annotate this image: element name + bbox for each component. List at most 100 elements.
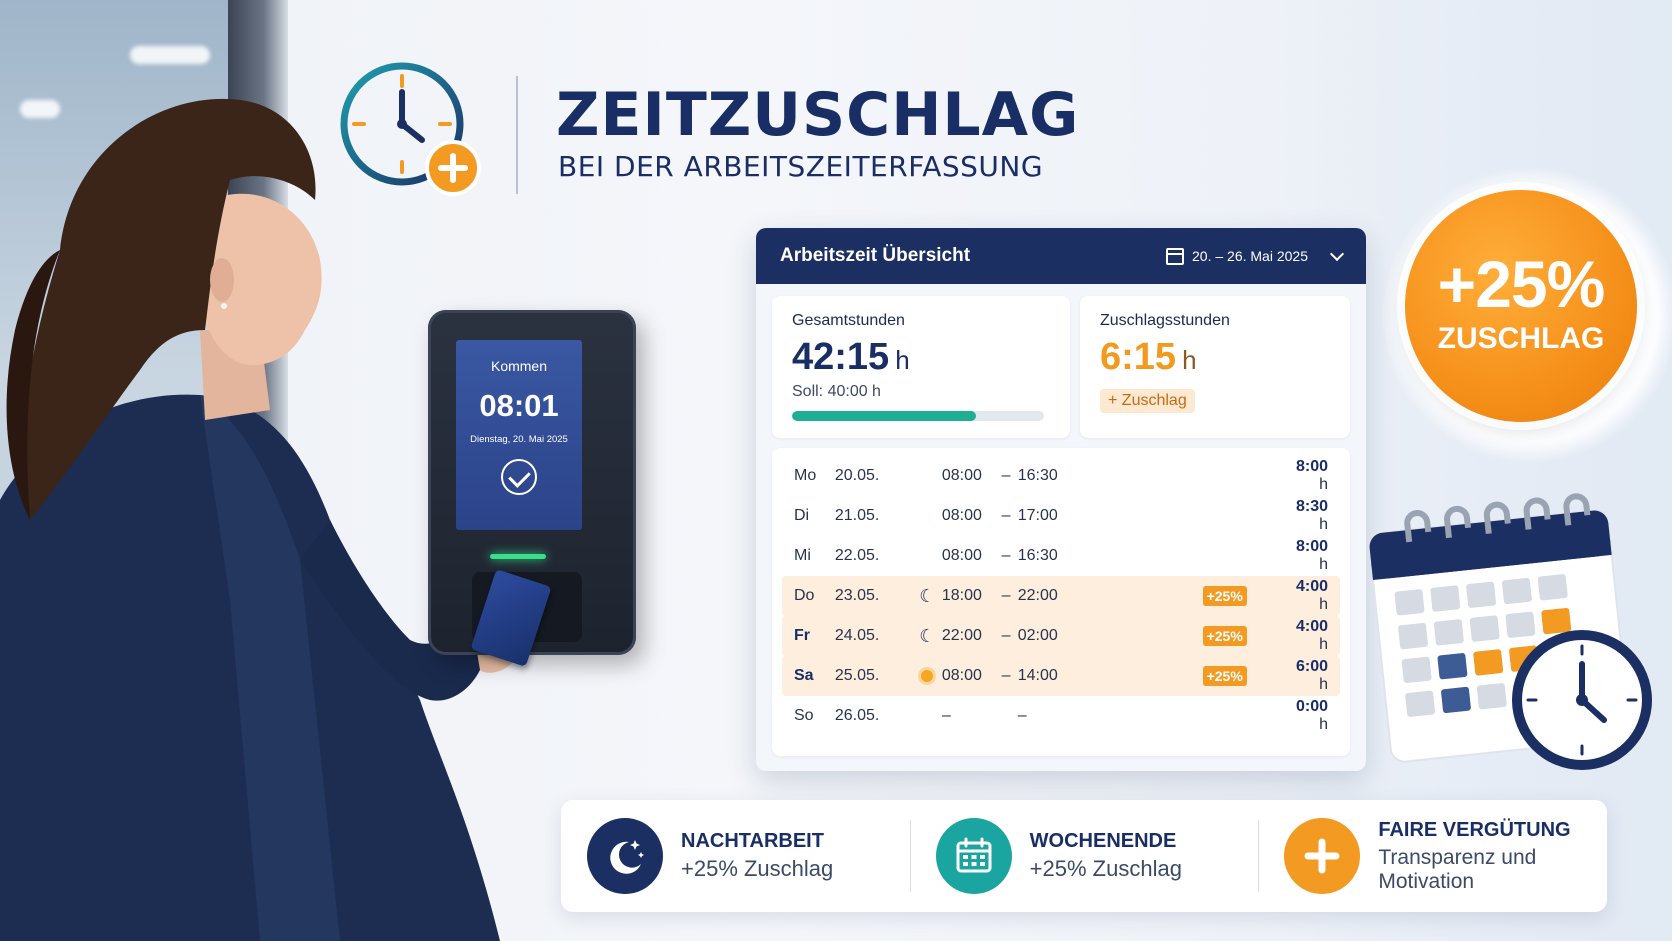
- day-duration-value: 6:00: [1295, 658, 1328, 675]
- clock-plus-icon: [340, 62, 481, 196]
- plus-icon: [1284, 818, 1361, 894]
- day-end-time: 16:30: [1017, 547, 1058, 564]
- day-date: 23.05.: [834, 587, 880, 604]
- day-weekday: Mo: [794, 467, 817, 484]
- day-end-time: –: [1017, 707, 1027, 724]
- feature-subtitle: +25% Zuschlag: [1029, 856, 1182, 882]
- surcharge-hours-card: Zuschlagsstunden 6:15 h + Zuschlag: [1080, 296, 1350, 438]
- ceiling-light: [20, 100, 60, 118]
- check-circle-icon: [501, 459, 537, 495]
- day-duration-unit: h: [1319, 596, 1328, 613]
- target-hours: Soll: 40:00 h: [792, 383, 881, 400]
- day-start-time: 08:00: [941, 467, 982, 484]
- surcharge-badge: +25% ZUSCHLAG: [1405, 190, 1637, 422]
- day-duration-unit: h: [1319, 516, 1328, 533]
- ceiling-light: [130, 46, 210, 64]
- surcharge-hours-unit: h: [1182, 345, 1197, 375]
- person-illustration: [0, 98, 527, 941]
- day-duration-value: 8:30: [1295, 498, 1328, 515]
- day-time-separator: –: [1001, 547, 1011, 564]
- feature-night-work: NACHTARBEIT +25% Zuschlag: [561, 800, 910, 912]
- day-duration-unit: h: [1319, 636, 1328, 653]
- day-duration-unit: h: [1319, 556, 1328, 573]
- day-weekday: Sa: [794, 667, 814, 684]
- day-start-time: 08:00: [941, 547, 982, 564]
- day-list: Mo 20.05. 08:00–16:30 8:00 h Di 21.05. 08:00–1…: [772, 448, 1350, 756]
- day-row[interactable]: Mo 20.05. 08:00 –16:30 8:00 h: [782, 456, 1340, 496]
- day-duration: 4:00 h: [1296, 578, 1328, 614]
- panel-title: Arbeitszeit Übersicht: [780, 245, 971, 266]
- day-badge-slot: +25%: [1202, 626, 1296, 646]
- feature-weekend: WOCHENENDE +25% Zuschlag: [909, 800, 1259, 912]
- day-start-time: 22:00: [941, 627, 982, 644]
- day-duration-unit: h: [1319, 476, 1328, 493]
- status-led: [490, 554, 546, 559]
- date-range-label: 20. – 26. Mai 2025: [1192, 248, 1308, 264]
- surcharge-badge-small: +25%: [1202, 586, 1247, 606]
- day-time-separator: –: [1001, 467, 1011, 484]
- terminal-date: Dienstag, 20. Mai 2025: [470, 434, 568, 445]
- day-icon-slot: [913, 670, 942, 682]
- page-subtitle: BEI DER ARBEITSZEITERFASSUNG: [558, 150, 1044, 183]
- day-duration: 8:00 h: [1296, 458, 1328, 494]
- panel-header: Arbeitszeit Übersicht 20. – 26. Mai 2025: [756, 228, 1366, 284]
- calendar-icon: [935, 818, 1012, 894]
- day-end-time: 17:00: [1017, 507, 1058, 524]
- day-time-separator: –: [1001, 507, 1011, 524]
- day-row[interactable]: So 26.05. – – 0:00 h: [782, 696, 1340, 736]
- work-time-overview-panel: Arbeitszeit Übersicht 20. – 26. Mai 2025…: [756, 228, 1366, 771]
- day-date: 22.05.: [834, 547, 880, 564]
- total-hours-card: Gesamtstunden 42:15 h Soll: 40:00 h: [772, 296, 1070, 438]
- day-duration-unit: h: [1319, 676, 1328, 693]
- day-row[interactable]: Mi 22.05. 08:00 –16:30 8:00 h: [782, 536, 1340, 576]
- terminal-status: Kommen: [490, 358, 548, 374]
- day-badge-slot: +25%: [1202, 586, 1296, 606]
- day-weekday: Fr: [794, 627, 810, 644]
- stats-row: Gesamtstunden 42:15 h Soll: 40:00 h Zusch…: [756, 284, 1366, 438]
- title-divider: [516, 76, 518, 194]
- day-duration: 8:30 h: [1296, 498, 1328, 534]
- day-row[interactable]: Di 21.05. 08:00 –17:00 8:30 h: [782, 496, 1340, 536]
- day-time-separator: –: [1001, 627, 1011, 644]
- surcharge-tag: + Zuschlag: [1100, 389, 1195, 413]
- date-range-picker[interactable]: 20. – 26. Mai 2025: [1166, 246, 1345, 265]
- hours-progress-bar: [792, 411, 1044, 421]
- day-duration: 4:00 h: [1296, 618, 1328, 654]
- day-weekday: Di: [794, 507, 810, 524]
- day-start-time: 18:00: [941, 587, 982, 604]
- feature-title: NACHTARBEIT: [681, 830, 824, 853]
- day-row[interactable]: Fr 24.05. ☾ 22:00 –02:00 +25% 4:00 h: [782, 616, 1340, 656]
- moon-icon: ☾: [919, 586, 936, 606]
- day-date: 26.05.: [834, 707, 880, 724]
- day-icon-slot: ☾: [913, 627, 942, 645]
- total-hours-unit: h: [895, 345, 910, 375]
- day-start-time: 08:00: [941, 507, 982, 524]
- surcharge-badge-small: +25%: [1202, 666, 1247, 686]
- day-duration-unit: h: [1319, 716, 1328, 733]
- page-title: ZEITZUSCHLAG: [556, 80, 1080, 150]
- total-hours-value: 42:15 h: [792, 336, 1050, 379]
- terminal-screen: Kommen 08:01 Dienstag, 20. Mai 2025: [456, 340, 582, 530]
- progress-fill: [792, 411, 976, 421]
- surcharge-hours-label: Zuschlagsstunden: [1100, 312, 1230, 329]
- feature-subtitle: +25% Zuschlag: [681, 856, 834, 882]
- day-duration: 0:00 h: [1296, 698, 1328, 734]
- day-duration-value: 4:00: [1295, 618, 1328, 635]
- sun-icon: [921, 670, 934, 682]
- feature-title: WOCHENENDE: [1029, 830, 1177, 853]
- surcharge-hours-number: 6:15: [1100, 336, 1177, 378]
- day-weekday: Mi: [794, 547, 811, 564]
- feature-bar: NACHTARBEIT +25% Zuschlag WOCHENENDE +25…: [561, 800, 1607, 912]
- day-date: 24.05.: [834, 627, 880, 644]
- day-start-time: 08:00: [941, 667, 982, 684]
- chevron-down-icon[interactable]: [1329, 246, 1345, 262]
- day-weekday: So: [794, 707, 814, 724]
- badge-percent: +25%: [1437, 247, 1606, 321]
- day-row[interactable]: Do 23.05. ☾ 18:00 –22:00 +25% 4:00 h: [782, 576, 1340, 616]
- day-badge-slot: +25%: [1202, 666, 1296, 686]
- day-row[interactable]: Sa 25.05. 08:00 –14:00 +25% 6:00 h: [782, 656, 1340, 696]
- day-date: 21.05.: [834, 507, 880, 524]
- day-end-time: 02:00: [1017, 627, 1058, 644]
- badge-label: ZUSCHLAG: [1437, 322, 1605, 355]
- day-end-time: 14:00: [1017, 667, 1058, 684]
